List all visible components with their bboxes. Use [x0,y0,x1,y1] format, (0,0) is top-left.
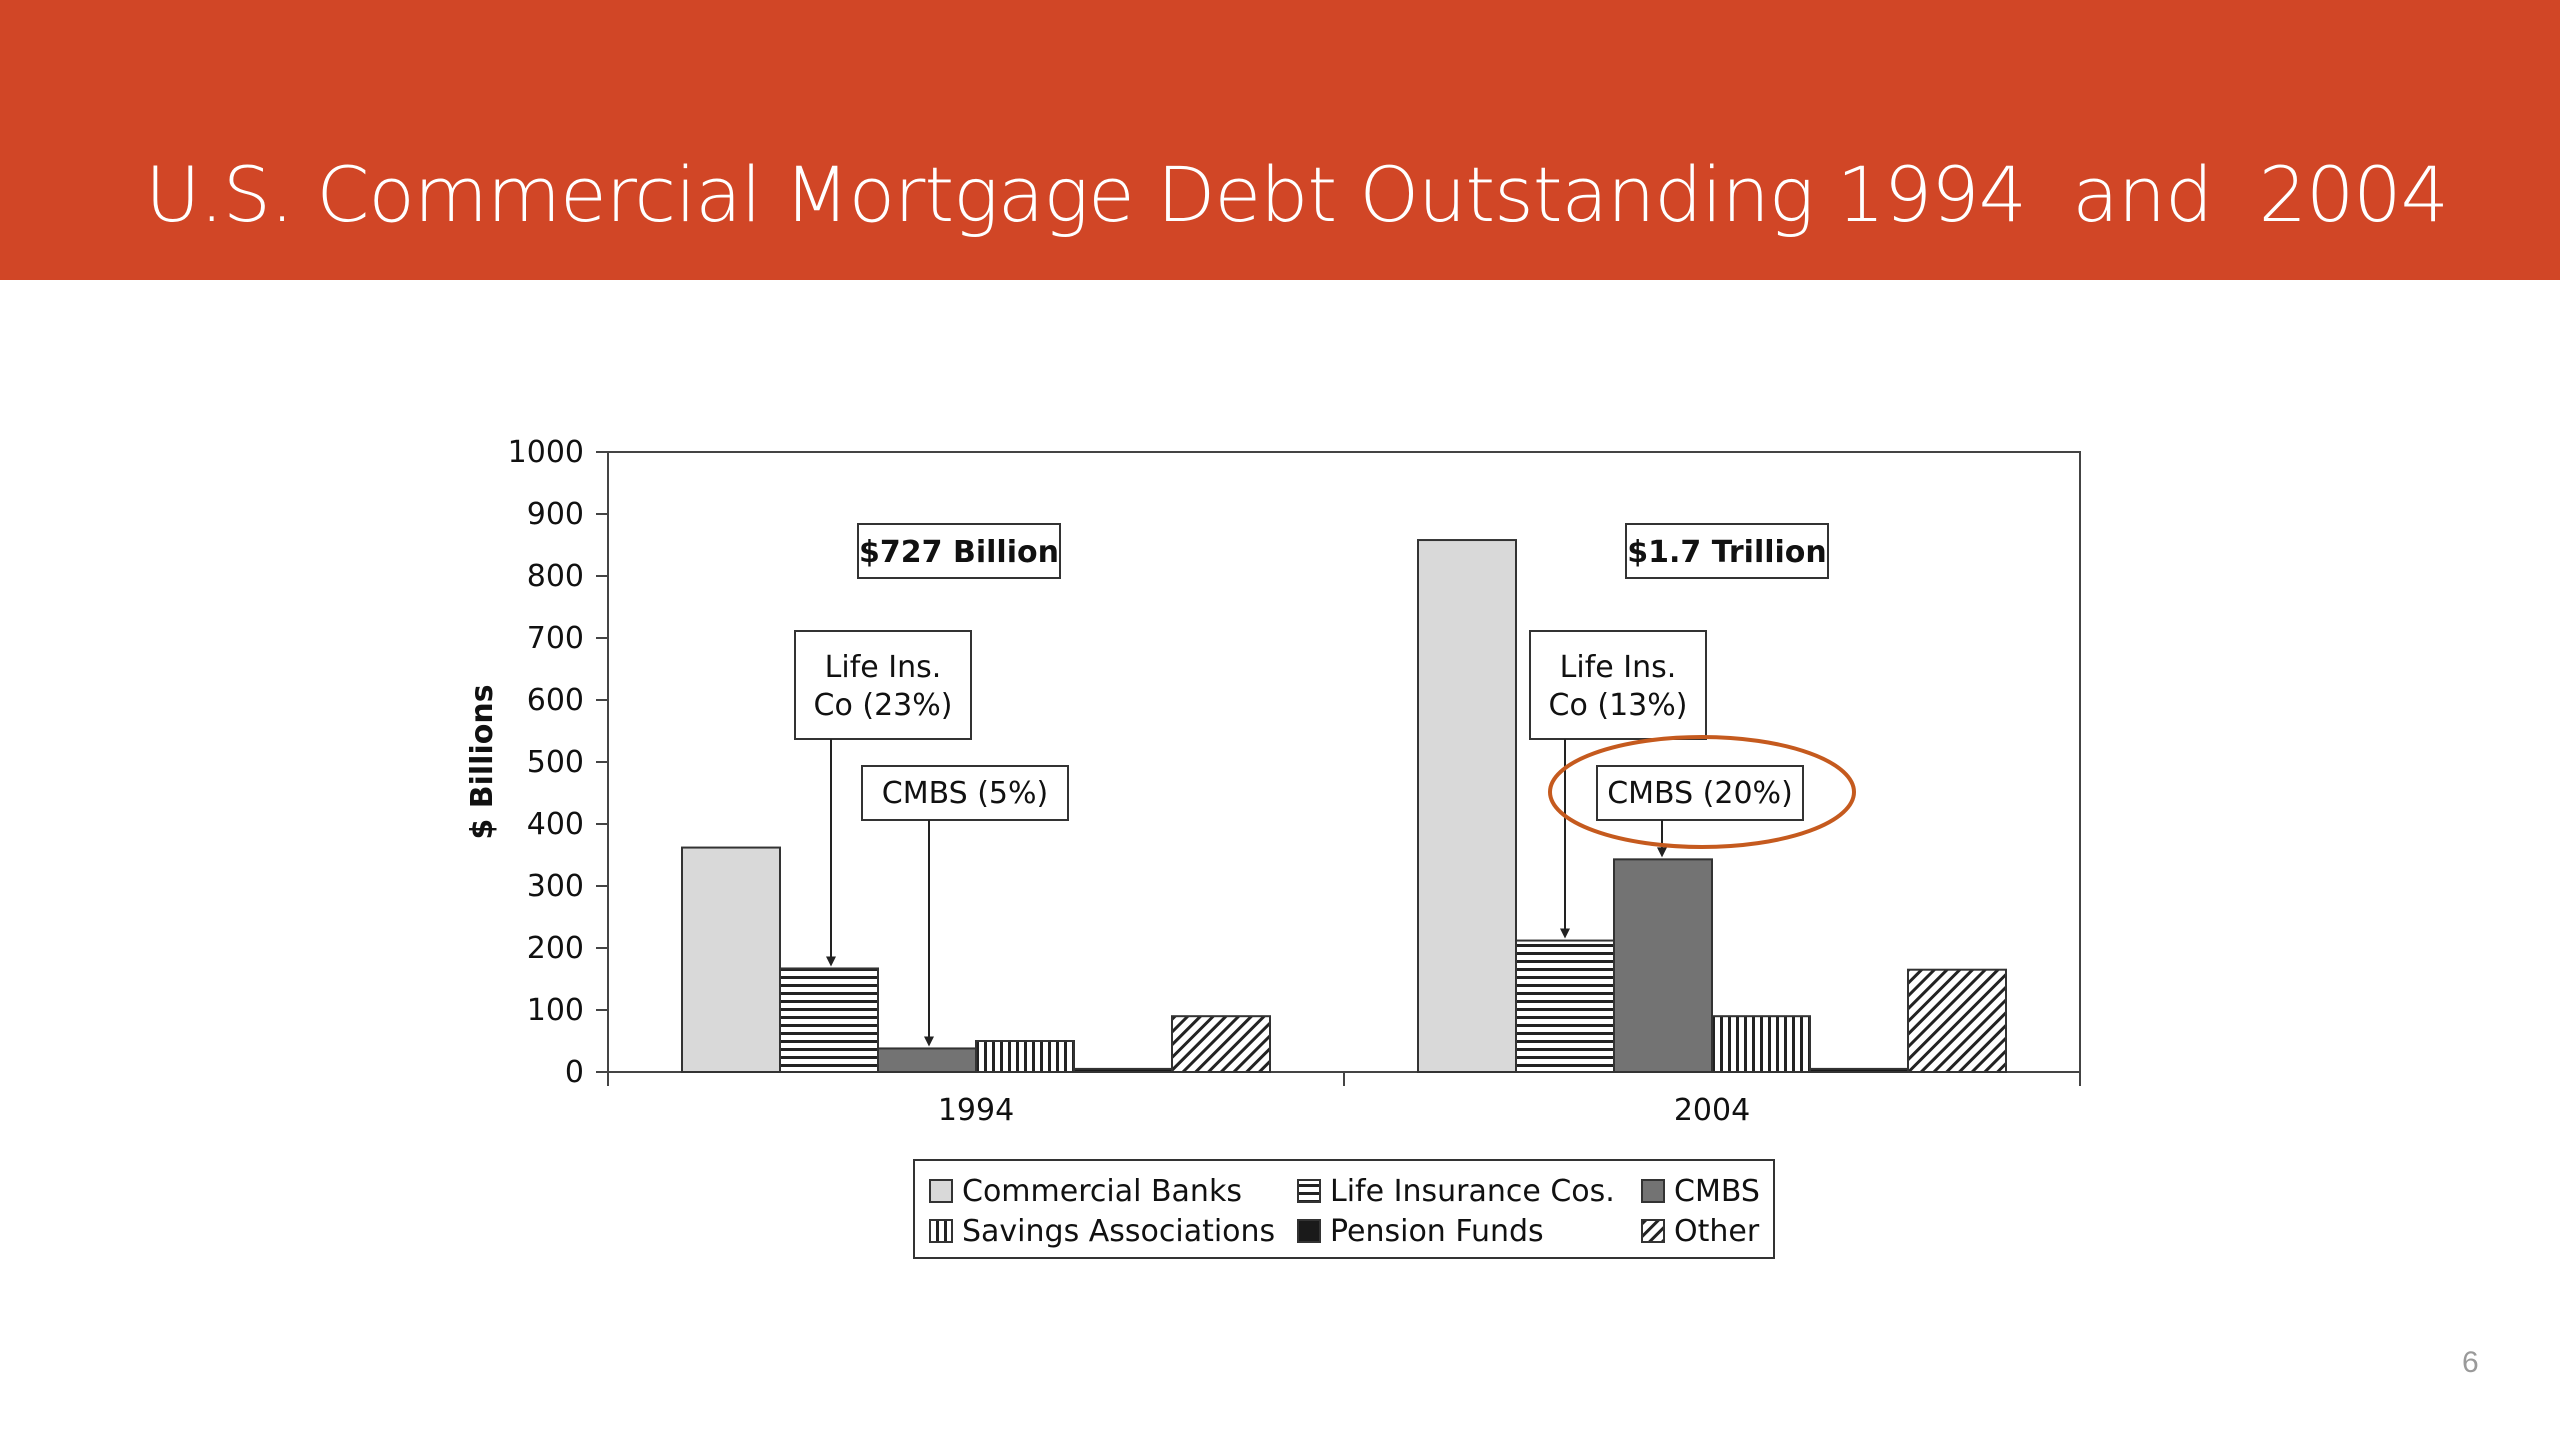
y-tick-label: 100 [527,993,584,1028]
highlight-ellipse [1548,735,1856,849]
legend-swatch-savings-associations [929,1219,953,1243]
legend-label-pension-funds: Pension Funds [1330,1214,1544,1249]
legend-label-life-insurance-cos: Life Insurance Cos. [1330,1174,1615,1209]
legend-swatch-commercial-banks [929,1179,953,1203]
y-tick-label: 700 [527,621,584,656]
legend-swatch-life-insurance-cos [1297,1179,1321,1203]
life-ins-arrow-2004-head [1560,928,1570,939]
title-bar [0,0,2560,280]
slide-title: U.S. Commercial Mortgage Debt Outstandin… [145,150,2449,239]
y-tick-label: 600 [527,683,584,718]
y-tick-label: 1000 [508,435,584,470]
legend-label-commercial-banks: Commercial Banks [962,1174,1242,1209]
bar-pension-funds-1994 [1073,1067,1173,1074]
y-tick-label: 200 [527,931,584,966]
cmbs-label-2004: CMBS (20%) [1607,776,1793,811]
total-box-1994 [857,523,1061,579]
legend-label-savings-associations: Savings Associations [962,1214,1275,1249]
bar-pension-funds-2004 [1809,1067,1909,1074]
legend: Commercial Banks Savings Associations Life… [913,1159,1775,1259]
y-tick-label: 0 [565,1055,584,1090]
legend-label-other: Other [1674,1214,1760,1249]
y-tick-label: 500 [527,745,584,780]
x-tick-label-2004: 2004 [1674,1093,1750,1128]
bar-other-2004 [1907,968,2007,1074]
y-tick-label: 300 [527,869,584,904]
axes: 0 100 200 300 400 500 600 700 800 900 1000 $ Billio… [465,435,2081,1128]
bar-savings-associations-2004 [1711,1015,1811,1074]
bar-cmbs-1994 [877,1047,977,1073]
legend-label-cmbs: CMBS [1674,1174,1760,1209]
cmbs-box-1994 [861,765,1069,821]
y-axis-label: $ Billions [465,684,500,839]
bar-commercial-banks-1994 [681,846,781,1073]
y-tick-label: 800 [527,559,584,594]
cmbs-arrow-2004-head [1657,847,1667,858]
bar-life-insurance-cos-1994 [779,967,879,1074]
y-tick-label: 900 [527,497,584,532]
bar-cmbs-2004 [1613,858,1713,1074]
cmbs-arrow-1994-head [924,1036,934,1047]
page-number: 6 [2462,1346,2479,1379]
total-label-2004: $1.7 Trillion [1627,535,1827,570]
life-ins-label-line2-2004: Co (13%) [1549,688,1688,723]
total-label-1994: $727 Billion [859,535,1059,570]
cmbs-label-1994: CMBS (5%) [882,776,1048,811]
bars [681,539,2007,1074]
bar-savings-associations-1994 [975,1040,1075,1073]
total-box-2004 [1625,523,1829,579]
bar-life-insurance-cos-2004 [1515,939,1615,1073]
life-ins-box-1994 [794,630,972,740]
life-ins-label-line1-1994: Life Ins. [825,650,942,685]
legend-swatch-other [1641,1219,1665,1243]
legend-swatch-cmbs [1641,1179,1665,1203]
bar-commercial-banks-2004 [1417,539,1517,1073]
legend-swatch-pension-funds [1297,1219,1321,1243]
legend-box [913,1159,1775,1259]
life-ins-arrow-1994-head [826,956,836,967]
cmbs-box-2004 [1596,765,1804,821]
bar-other-1994 [1171,1015,1271,1074]
x-tick-label-1994: 1994 [938,1093,1014,1128]
life-ins-label-line2-1994: Co (23%) [814,688,953,723]
life-ins-box-2004 [1529,630,1707,740]
y-tick-label: 400 [527,807,584,842]
life-ins-label-line1-2004: Life Ins. [1560,650,1677,685]
